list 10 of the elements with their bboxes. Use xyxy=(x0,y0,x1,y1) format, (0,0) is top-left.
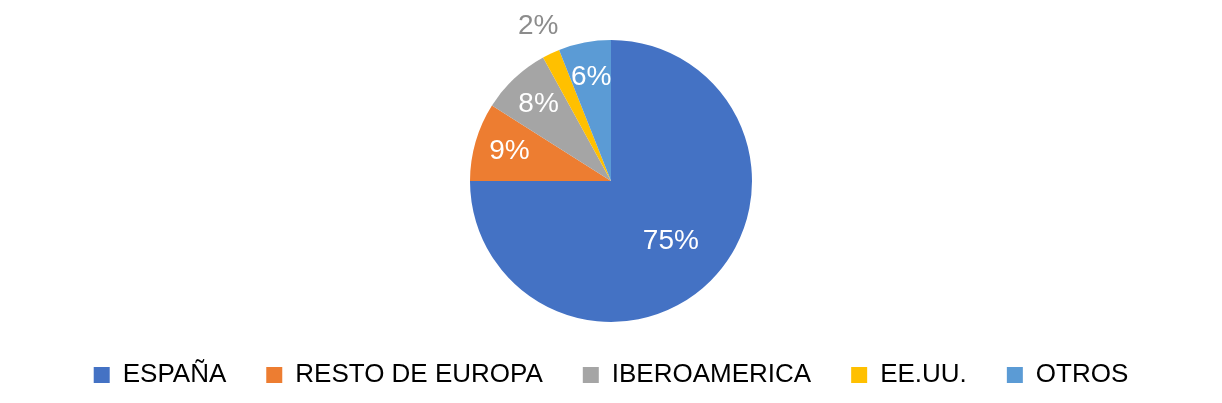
data-label: 2% xyxy=(517,8,559,40)
legend-label: IBEROAMERICA xyxy=(611,358,812,389)
data-label: 6% xyxy=(570,59,612,91)
data-label: 75% xyxy=(642,223,699,255)
data-label: 8% xyxy=(518,86,559,118)
legend-label: RESTO DE EUROPA xyxy=(295,358,544,389)
legend-label: EE.UU. xyxy=(880,358,967,389)
legend-label: OTROS xyxy=(1035,358,1129,389)
legend-label: ESPAÑA xyxy=(122,358,227,389)
data-label: 9% xyxy=(489,134,530,166)
